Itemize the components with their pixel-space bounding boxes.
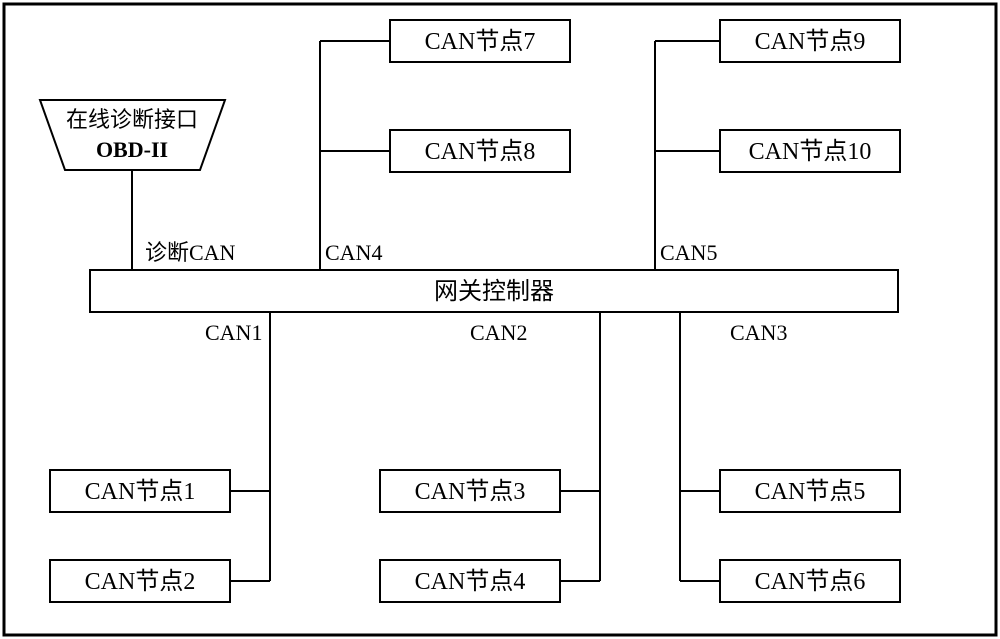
node-label-n6: CAN节点6 <box>755 568 866 595</box>
bus-label-can2: CAN2 <box>470 320 527 345</box>
bus-label-can5: CAN5 <box>660 240 717 265</box>
bus-label-can3: CAN3 <box>730 320 787 345</box>
node-label-n7: CAN节点7 <box>425 28 536 55</box>
obd-label-1: 在线诊断接口 <box>66 107 198 132</box>
node-label-n1: CAN节点1 <box>85 478 196 505</box>
bus-label-can4: CAN4 <box>325 240 382 265</box>
node-label-n4: CAN节点4 <box>415 568 526 595</box>
bus-label-can1: CAN1 <box>205 320 262 345</box>
gateway-label: 网关控制器 <box>434 278 554 305</box>
node-label-n3: CAN节点3 <box>415 478 526 505</box>
node-label-n10: CAN节点10 <box>749 138 872 165</box>
node-label-n9: CAN节点9 <box>755 28 866 55</box>
node-label-n2: CAN节点2 <box>85 568 196 595</box>
node-label-n8: CAN节点8 <box>425 138 536 165</box>
bus-label-diag: 诊断CAN <box>145 240 236 265</box>
obd-label-2: OBD-II <box>96 137 168 162</box>
node-label-n5: CAN节点5 <box>755 478 866 505</box>
